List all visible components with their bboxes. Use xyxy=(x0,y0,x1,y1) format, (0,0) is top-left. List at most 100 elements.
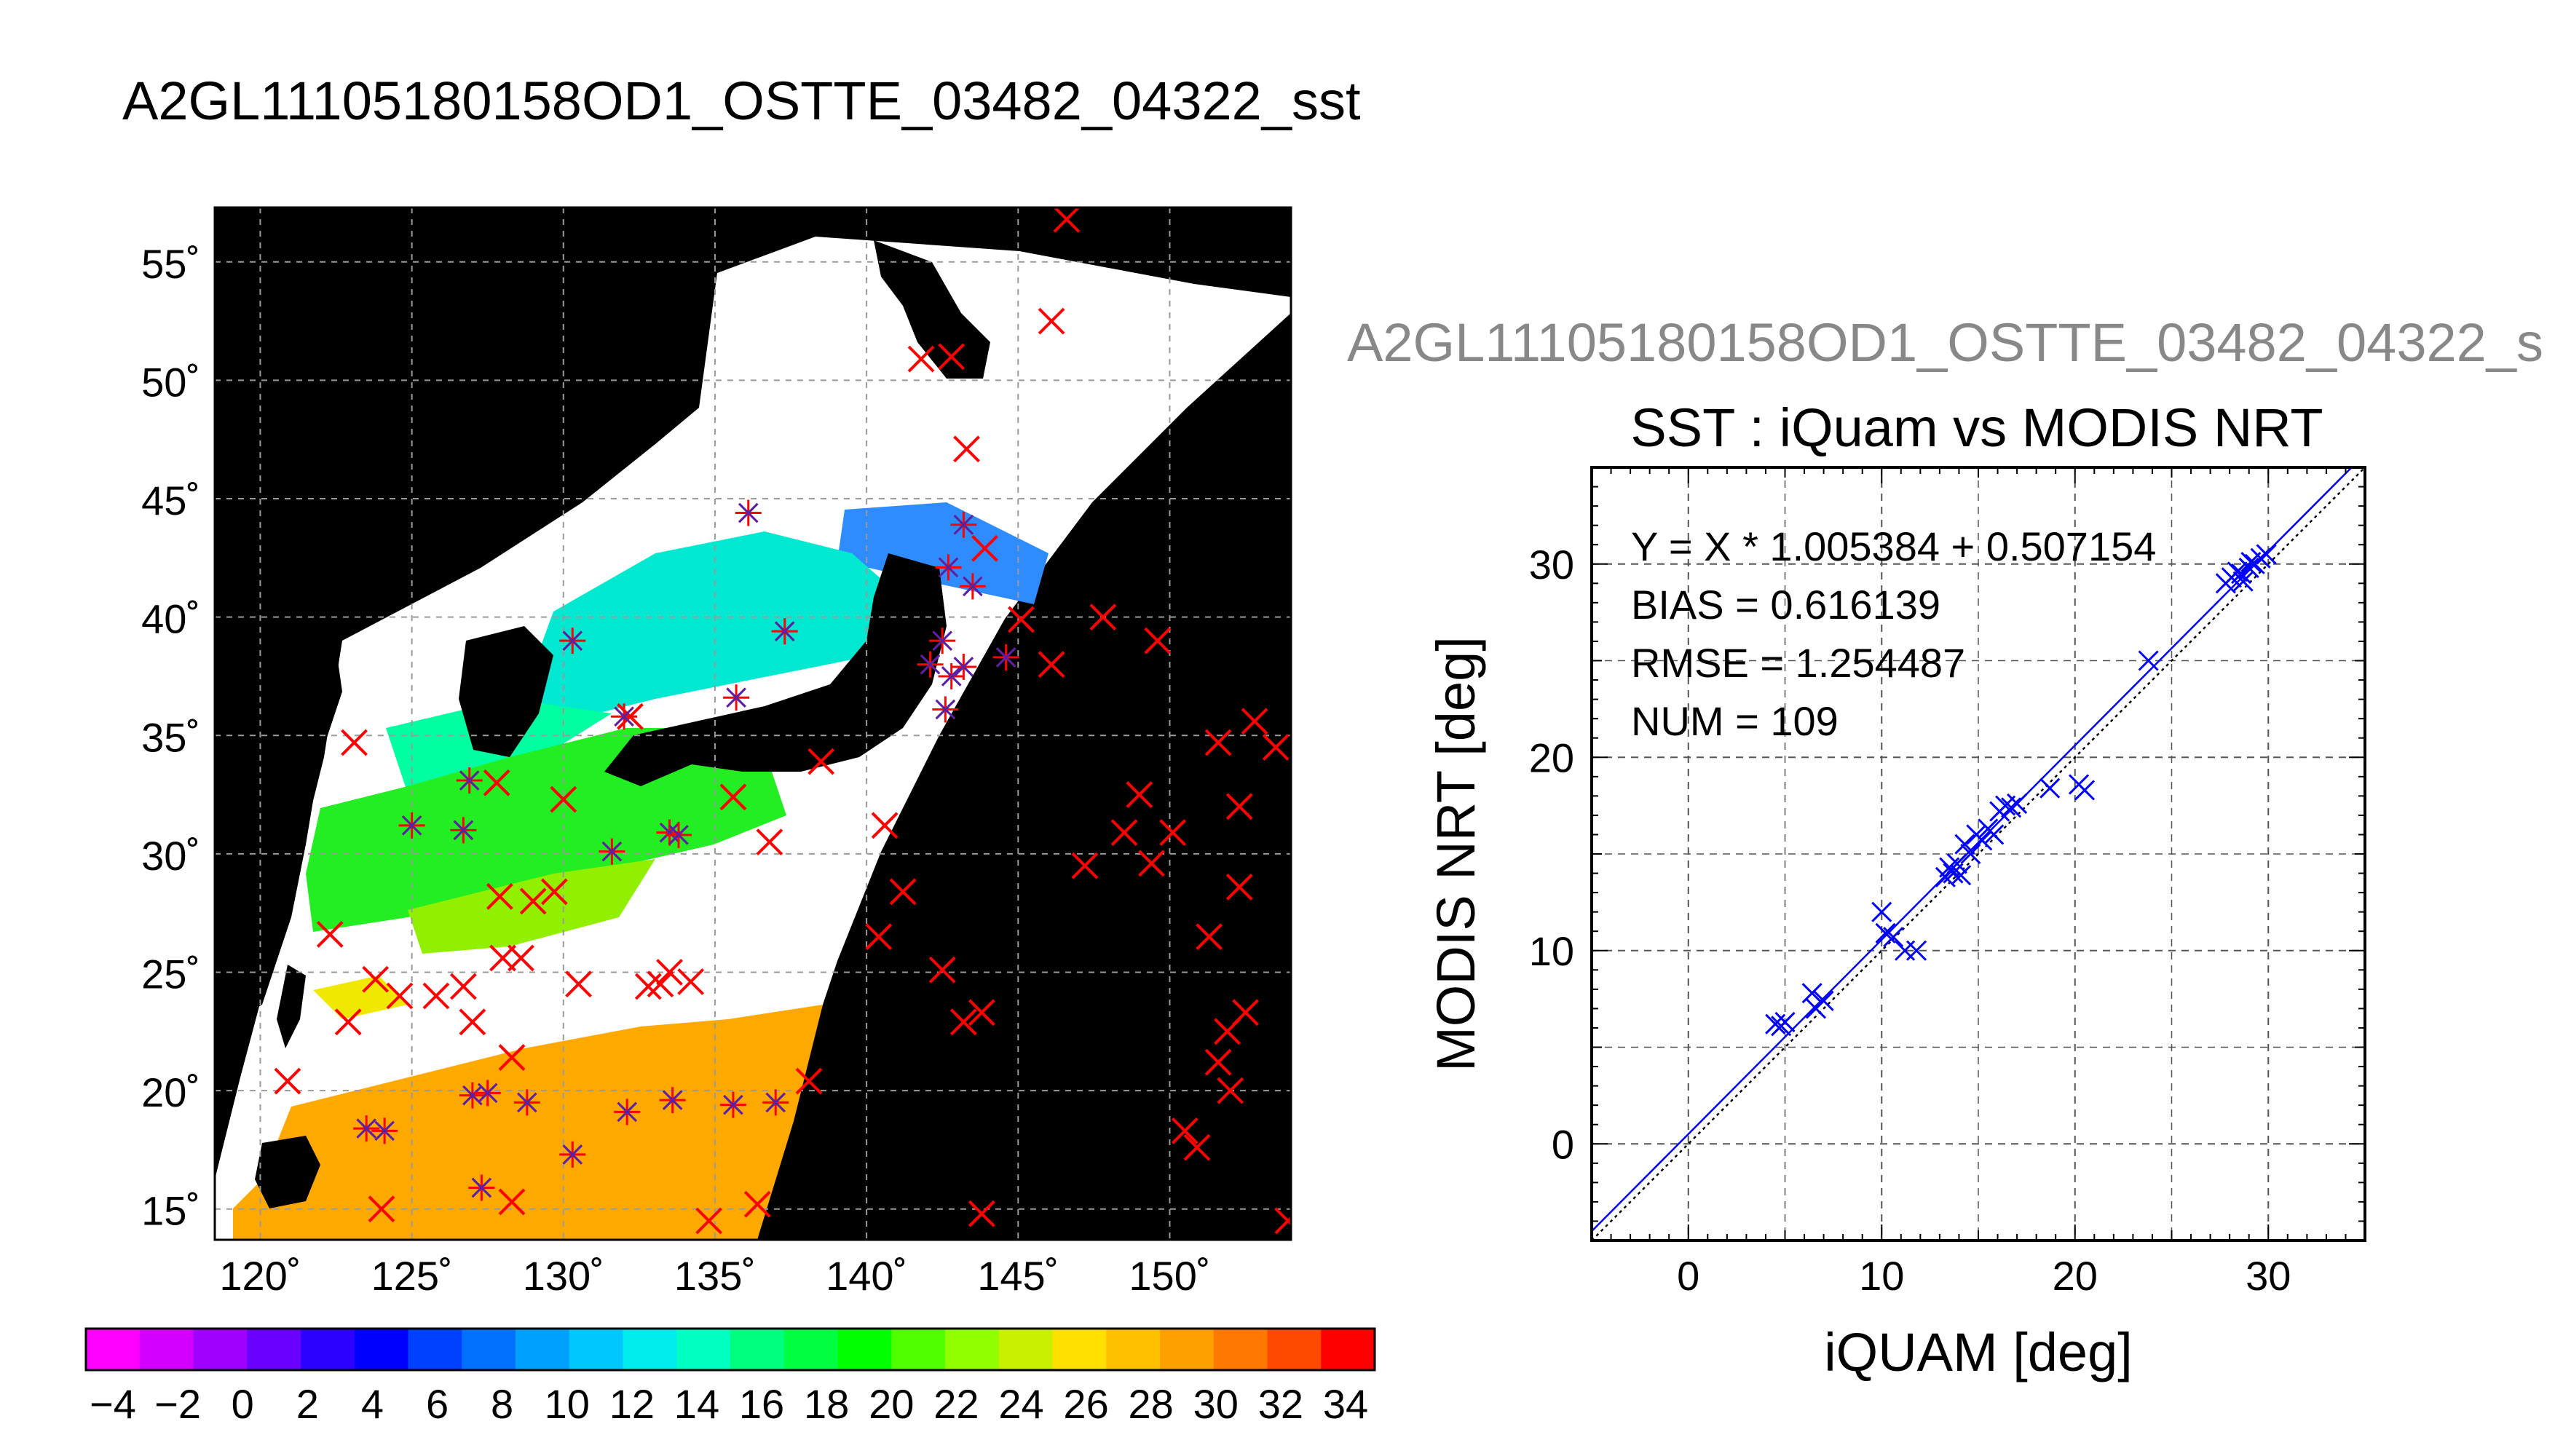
scatter-x-tick-labels: 0 10 20 30 xyxy=(1677,1253,2291,1299)
scatter-point xyxy=(2227,561,2248,582)
colorbar-tick-label: 8 xyxy=(491,1381,513,1427)
validation-point-marker xyxy=(274,1067,301,1095)
matched-point-marker xyxy=(611,703,638,730)
validation-point-marker xyxy=(498,1188,526,1216)
scatter-point xyxy=(1972,830,1993,851)
validation-point-marker xyxy=(1225,873,1253,901)
colorbar-tick-label: 14 xyxy=(674,1381,719,1427)
validation-point-marker xyxy=(889,878,917,906)
scatter-point xyxy=(1774,1011,1796,1033)
map-frame xyxy=(213,206,1292,1241)
matched-point-marker xyxy=(599,838,625,865)
rmse-text: RMSE = 1.254487 xyxy=(1631,640,1965,686)
matched-point-marker xyxy=(719,1091,746,1118)
matched-point-marker xyxy=(932,696,959,723)
colorbar-swatch xyxy=(301,1329,355,1370)
map-lon-tick-label: 140˚ xyxy=(826,1253,907,1299)
map-lon-tick-label: 120˚ xyxy=(219,1253,301,1299)
sst-band-warm xyxy=(233,1005,823,1240)
colorbar-tick-label: 6 xyxy=(426,1381,449,1427)
scatter-point xyxy=(2232,571,2254,592)
colorbar-swatch xyxy=(516,1329,570,1370)
scatter-overlay-title: A2GL11105180158OD1_OSTTE_03482_04322_s xyxy=(1347,312,2543,373)
colorbar-swatch xyxy=(1213,1329,1268,1370)
validation-point-marker xyxy=(1038,651,1065,678)
colorbar-tick-label: 26 xyxy=(1063,1381,1108,1427)
validation-point-marker xyxy=(1089,604,1117,631)
validation-point-marker xyxy=(756,828,783,856)
colorbar-tick-label: 24 xyxy=(998,1381,1043,1427)
scatter-point xyxy=(2231,563,2252,585)
map-lat-tick-label: 35˚ xyxy=(141,714,200,760)
validation-point-marker xyxy=(1171,1117,1198,1144)
validation-point-marker xyxy=(953,435,980,463)
landmass-japan-main xyxy=(604,553,947,786)
scatter-point xyxy=(1954,834,1975,855)
map-gridlines xyxy=(215,207,1291,1240)
scatter-point xyxy=(2256,544,2277,565)
matched-point-marker xyxy=(559,1141,586,1168)
map-lon-tick-label: 130˚ xyxy=(523,1253,604,1299)
validation-point-marker xyxy=(949,1008,977,1036)
landmass-taiwan xyxy=(277,965,306,1048)
colorbar-swatch xyxy=(837,1329,892,1370)
colorbar-tick-label: 18 xyxy=(804,1381,849,1427)
map-lat-tick-label: 50˚ xyxy=(141,359,200,405)
validation-point-marker xyxy=(743,1190,771,1218)
colorbar xyxy=(84,1327,1376,1372)
validation-point-marker xyxy=(459,1008,486,1036)
validation-point-marker xyxy=(647,970,674,998)
colorbar-swatch xyxy=(462,1329,516,1370)
validation-point-marker xyxy=(1262,734,1290,761)
validation-point-marker xyxy=(1126,781,1153,808)
map-lat-tick-label: 15˚ xyxy=(141,1188,200,1234)
validation-point-marker xyxy=(540,878,568,906)
validation-point-marker xyxy=(1071,852,1099,879)
colorbar-swatch xyxy=(945,1329,1000,1370)
colorbar-swatch xyxy=(247,1329,301,1370)
validation-point-marker xyxy=(316,921,344,948)
sst-band-green xyxy=(306,728,786,932)
matched-point-marker xyxy=(929,628,956,654)
validation-point-marker xyxy=(871,812,899,839)
validation-point-marker xyxy=(449,973,477,1000)
colorbar-swatch xyxy=(139,1329,194,1370)
matched-point-marker xyxy=(950,511,977,538)
colorbar-tick-label: 20 xyxy=(869,1381,914,1427)
matched-point-marker xyxy=(959,573,986,600)
validation-point-marker xyxy=(1144,627,1172,654)
matched-point-marker xyxy=(950,653,977,680)
matched-point-marker xyxy=(762,1089,789,1116)
colorbar-tick-label: 0 xyxy=(232,1381,254,1427)
scatter-point xyxy=(1883,927,1904,948)
colorbar-swatch xyxy=(730,1329,785,1370)
validation-point-marker xyxy=(907,345,935,373)
validation-point-marker xyxy=(968,999,995,1026)
sst-band-lime xyxy=(408,859,655,954)
map-longitude-labels: 120˚ 125˚ 130˚ 135˚ 140˚ 145˚ 150˚ xyxy=(219,1253,1210,1299)
matched-point-marker xyxy=(659,1087,686,1114)
colorbar-tick-label: 28 xyxy=(1129,1381,1174,1427)
y-tick-label: 20 xyxy=(1529,735,1574,780)
colorbar-swatch xyxy=(1267,1329,1322,1370)
scatter-point xyxy=(2001,797,2022,818)
scatter-point xyxy=(1875,922,1896,943)
scatter-title: SST : iQuam vs MODIS NRT xyxy=(1630,397,2323,458)
validation-point-marker xyxy=(968,1200,995,1227)
scatter-y-tick-labels: 0 10 20 30 xyxy=(1529,542,1574,1168)
fit-equation: Y = X * 1.005384 + 0.507154 xyxy=(1631,523,2156,569)
validation-point-marker xyxy=(519,887,547,915)
validation-point-marker xyxy=(1159,819,1187,847)
validation-point-marker xyxy=(1217,1077,1244,1104)
colorbar-swatch xyxy=(676,1329,731,1370)
matched-point-marker xyxy=(371,1117,398,1144)
scatter-point xyxy=(2039,778,2061,799)
validation-point-marker xyxy=(1274,1207,1291,1235)
colorbar-swatch xyxy=(1052,1329,1107,1370)
y-axis-label: MODIS NRT [deg] xyxy=(1426,636,1486,1072)
matched-point-marker xyxy=(992,644,1019,670)
scatter-point xyxy=(1871,901,1892,922)
scatter-point xyxy=(1801,983,1823,1004)
map-lat-tick-label: 40˚ xyxy=(141,596,200,642)
